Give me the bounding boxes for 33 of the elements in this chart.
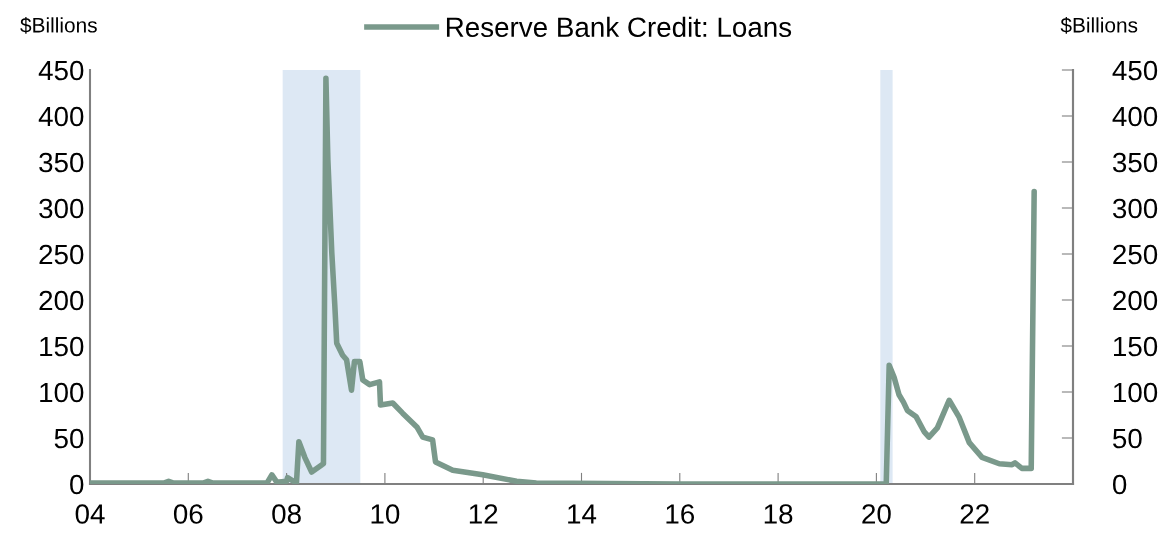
y-tick-label: 100 — [40, 382, 84, 403]
y2-tick-label: 200 — [1113, 290, 1158, 311]
y-tick-label: 300 — [39, 198, 84, 219]
x-tick-label: 10 — [371, 504, 400, 524]
y2-tick-label: 100 — [1114, 382, 1158, 403]
y2-tick-label: 250 — [1113, 244, 1158, 265]
y2-tick-label: 50 — [1113, 428, 1142, 449]
x-tick-label: 04 — [75, 504, 105, 524]
y2-tick-label: 150 — [1114, 336, 1158, 357]
y2-axis-title: $Billions — [1060, 16, 1138, 34]
x-tick-label: 12 — [469, 504, 498, 524]
y-tick-label: 200 — [39, 290, 84, 311]
y-tick-label: 50 — [54, 428, 84, 449]
y2-tick-label: 350 — [1112, 152, 1158, 173]
y2-tick-label: 300 — [1112, 198, 1158, 219]
legend-label: Reserve Bank Credit: Loans — [446, 16, 792, 38]
y-tick-label: 350 — [39, 152, 84, 173]
y-tick-label: 150 — [40, 336, 84, 357]
y-axis-title: $Billions — [20, 16, 97, 34]
y-tick-label: 450 — [38, 60, 84, 81]
y2-tick-label: 400 — [1112, 106, 1158, 127]
y-tick-label: 0 — [70, 474, 84, 495]
x-tick-label: 08 — [272, 504, 301, 524]
y-tick-label: 250 — [39, 244, 84, 265]
y2-tick-label: 0 — [1112, 474, 1127, 495]
x-tick-label: 20 — [862, 504, 891, 524]
x-tick-label: 06 — [173, 504, 203, 524]
x-tick-label: 18 — [764, 504, 793, 524]
x-tick-label: 14 — [568, 504, 597, 524]
y2-tick-label: 450 — [1112, 60, 1158, 81]
x-tick-label: 22 — [960, 504, 989, 524]
x-tick-label: 16 — [666, 504, 695, 524]
y-tick-label: 400 — [38, 106, 84, 127]
